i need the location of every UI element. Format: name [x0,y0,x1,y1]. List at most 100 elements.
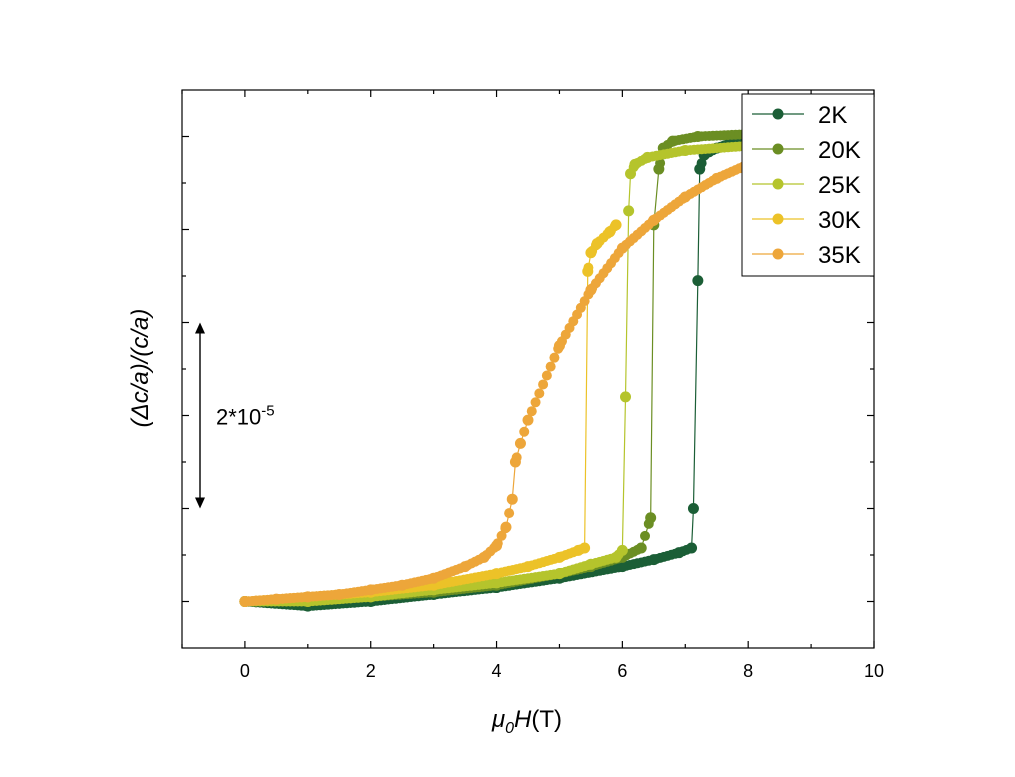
data-point [491,577,503,589]
legend-item-2K: 2K [752,102,847,129]
series-20K [239,126,817,607]
data-point [610,219,622,231]
legend-box [741,93,875,277]
data-point [509,456,521,468]
data-point [687,503,699,514]
data-point [500,521,512,533]
legend-item-30K: 30K [752,207,861,234]
scale-arrow-head-bottom [195,497,205,509]
data-point [604,226,616,238]
data-point [496,530,507,541]
data-point [579,542,591,554]
data-point [679,191,691,203]
legend-marker [772,213,784,225]
data-point [642,151,654,163]
scale-annotation: 2*10-5 [195,322,275,509]
data-point [585,247,597,259]
data-point [538,379,549,390]
data-point [616,561,628,573]
data-point [616,544,628,556]
data-point [491,540,503,552]
data-point [623,205,635,217]
x-tick-label: 8 [743,661,753,681]
scale-label-exponent: -5 [261,403,274,420]
legend: 2K 20K 25K 30K 35K [741,93,875,277]
data-point [711,172,723,184]
series-35K [239,135,817,607]
legend-marker [772,178,784,190]
legend-marker [772,143,784,155]
legend-marker [772,108,784,120]
x-tick-label: 0 [240,661,250,681]
data-point [491,568,503,580]
data-point [553,340,565,352]
series-30K [239,219,622,607]
data-point [645,512,657,524]
data-point [591,237,603,249]
data-point [333,589,345,601]
data-point [522,561,534,573]
series-25K [239,135,817,607]
data-point [582,265,594,277]
data-point [428,572,440,584]
data-point [514,437,526,449]
data-point [635,542,647,554]
data-point [239,596,251,607]
data-point [522,414,534,426]
data-point [667,135,679,147]
scale-arrow-head-top [195,322,205,334]
data-point [365,584,377,596]
legend-item-20K: 20K [752,137,861,164]
data-point [549,352,560,363]
x-axis-title: μ0H(T) [491,706,562,737]
data-point [692,131,704,142]
data-point [541,370,552,381]
legend-label: 30K [818,207,861,234]
data-point [616,242,628,254]
scale-label-base: 2*10 [216,405,261,430]
data-point [553,568,565,580]
data-point [648,554,660,566]
data-point [673,547,685,559]
data-point [553,551,565,563]
data-point [506,493,518,505]
legend-item-35K: 35K [752,242,861,269]
series-line-30K [244,224,617,603]
y-axis-title: (Δc/a)/(c/a) [127,309,154,428]
legend-item-25K: 25K [752,172,861,199]
data-point [679,144,691,156]
scale-label: 2*10-5 [216,403,275,430]
data-point [519,426,530,437]
data-point [640,530,651,541]
x-tick-label: 6 [617,661,627,681]
data-point [545,361,556,372]
series-line-20K [244,131,812,603]
data-point [530,397,541,408]
data-point [686,542,698,554]
data-point [302,591,314,603]
legend-label: 35K [818,242,861,269]
series-line-25K [244,140,812,603]
data-point [625,168,637,180]
series-line-35K [244,140,812,603]
data-point [585,558,597,570]
data-point [648,214,660,226]
x-tick-label: 10 [864,661,884,681]
legend-label: 2K [818,102,847,129]
data-point [459,561,471,573]
data-point [585,284,597,296]
legend-label: 25K [818,172,861,199]
data-point [610,551,622,563]
data-point [629,158,641,170]
data-point [692,275,704,287]
data-point [504,508,515,519]
data-point [478,551,490,563]
data-point [653,163,665,175]
data-point [396,579,408,591]
data-point [526,406,537,417]
x-tick-label: 4 [492,661,502,681]
data-point [620,391,632,403]
data-point [534,388,545,399]
x-tick-label: 2 [366,661,376,681]
